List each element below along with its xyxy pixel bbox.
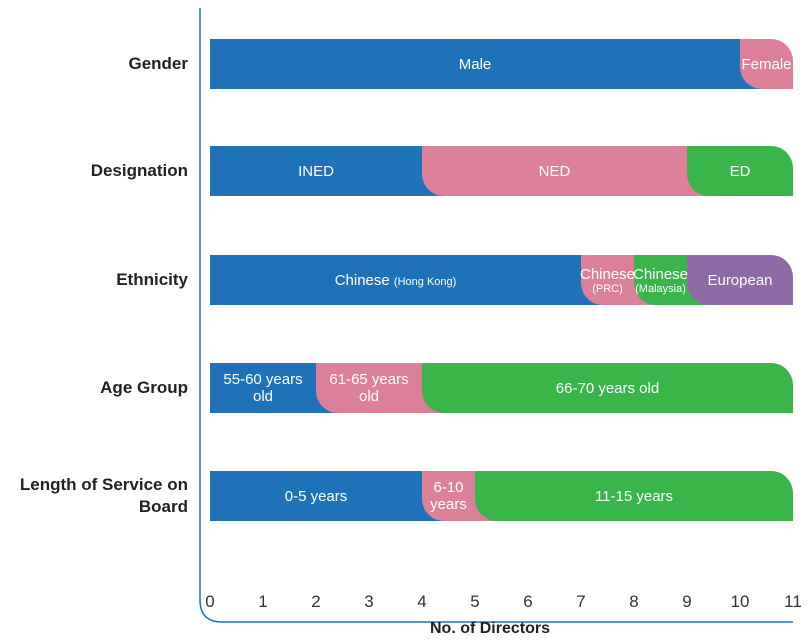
segment-text: European	[707, 271, 773, 289]
segment-line: Chinese (Hong Kong)	[331, 272, 461, 289]
segment-line: Chinese (PRC)	[576, 266, 639, 295]
segment-label: Chinese (Malaysia)	[633, 255, 688, 305]
bar-segment	[210, 146, 444, 196]
segment-note: (Hong Kong)	[393, 275, 457, 288]
x-tick-label: 3	[364, 592, 374, 611]
bar-segment	[210, 471, 444, 521]
x-tick-label: 7	[576, 592, 586, 611]
segment-label: Female	[740, 39, 793, 89]
category-label: Ethnicity	[116, 270, 188, 289]
segment-label: European	[687, 255, 793, 305]
category-label: Gender	[128, 54, 188, 73]
segment-line: Female	[737, 56, 795, 73]
segment-text: 66-70 years old	[555, 379, 660, 397]
segment-text: ED	[729, 162, 751, 180]
x-tick-label: 1	[258, 592, 268, 611]
bar-segment	[422, 146, 709, 196]
bar-segment	[475, 471, 793, 521]
bar-segment	[210, 39, 762, 89]
segment-label: Chinese (Hong Kong)	[210, 255, 581, 305]
segment-label: 61-65 years old	[316, 363, 422, 413]
bar-segment	[687, 255, 793, 305]
segment-label: 11-15 years	[475, 471, 793, 521]
segment-line: Chinese (Malaysia)	[629, 266, 692, 295]
segment-label: 66-70 years old	[422, 363, 793, 413]
x-tick-label: 10	[730, 592, 750, 611]
segment-text: Female	[741, 55, 792, 73]
segment-text: 6-10 years	[430, 479, 467, 513]
segment-note: (PRC)	[592, 282, 623, 295]
segment-label: ED	[687, 146, 793, 196]
x-tick-label: 11	[784, 592, 802, 611]
bar-segment	[687, 146, 793, 196]
segment-text: 0-5 years	[284, 487, 348, 505]
bar-segment	[422, 363, 793, 413]
axis-line	[199, 8, 793, 623]
x-tick-label: 6	[523, 592, 533, 611]
segment-label: Male	[210, 39, 740, 89]
segment-text: 11-15 years	[594, 487, 674, 505]
category-label: Designation	[90, 161, 188, 180]
segment-note: (Malaysia)	[635, 282, 686, 295]
segment-line: 66-70 years old	[552, 380, 663, 397]
segment-text: NED	[538, 162, 571, 180]
x-tick-label: 8	[629, 592, 639, 611]
segment-line: 61-65 years old	[316, 371, 422, 405]
segment-line: 55-60 years old	[210, 371, 316, 405]
segment-line: NED	[535, 163, 575, 180]
x-tick-label: 0	[205, 592, 215, 611]
segment-text: Chinese	[632, 265, 689, 283]
segment-line: European	[703, 272, 776, 289]
segment-line: 6-10 years	[422, 479, 475, 513]
segment-label: 55-60 years old	[210, 363, 316, 413]
segment-line: ED	[726, 163, 755, 180]
segment-text: INED	[298, 162, 334, 180]
segment-text: 55-60 years old	[223, 371, 303, 405]
x-tick-label: 5	[470, 592, 480, 611]
category-label: Age Group	[100, 378, 188, 397]
segment-label: INED	[210, 146, 422, 196]
segment-text: Chinese	[334, 271, 390, 289]
x-tick-label: 9	[682, 592, 692, 611]
segment-line: Male	[455, 56, 496, 73]
segment-text: Male	[458, 55, 492, 73]
segment-line: 11-15 years	[591, 488, 677, 505]
x-axis-title: No. of Directors	[429, 620, 550, 637]
bar-segment	[740, 39, 793, 89]
x-tick-label: 2	[311, 592, 321, 611]
segment-line: INED	[294, 163, 338, 180]
segment-line: 0-5 years	[281, 488, 352, 505]
segment-label: 6-10 years	[422, 471, 475, 521]
segment-text: 61-65 years old	[329, 371, 409, 405]
category-label: Length of Service on Board	[19, 475, 188, 516]
x-tick-label: 4	[417, 592, 427, 611]
segment-label: Chinese (PRC)	[580, 255, 635, 305]
segment-label: 0-5 years	[210, 471, 422, 521]
bar-segment	[210, 255, 603, 305]
segment-label: NED	[422, 146, 687, 196]
segment-text: Chinese	[579, 265, 636, 283]
